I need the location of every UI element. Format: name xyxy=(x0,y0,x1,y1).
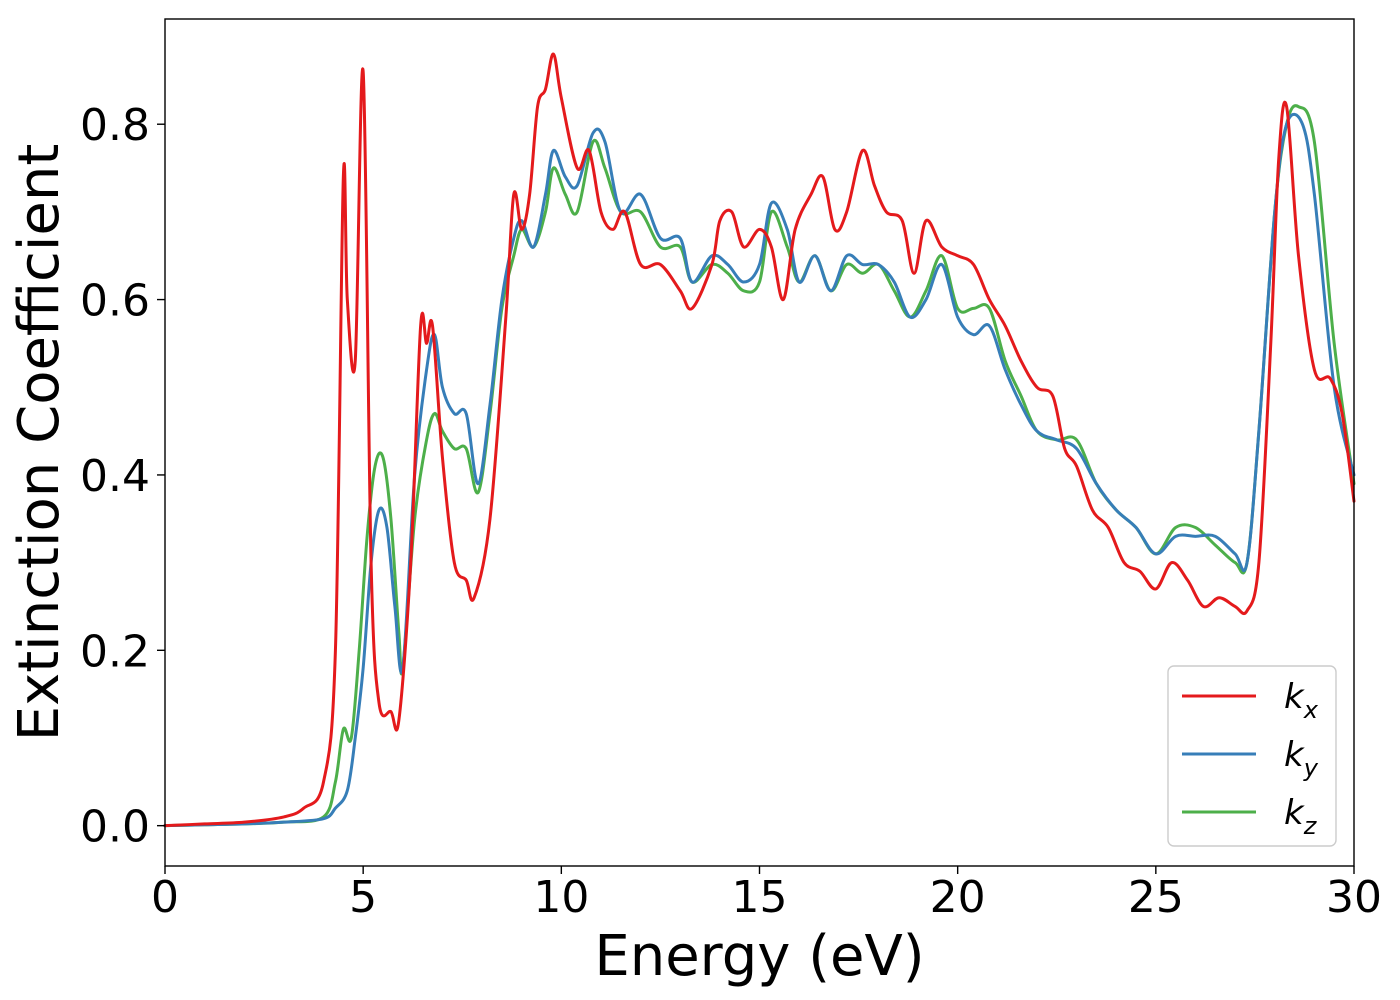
x-tick-label: 5 xyxy=(349,872,377,923)
legend-label-subscript: x xyxy=(1303,696,1319,724)
y-tick-label: 0.8 xyxy=(80,100,150,151)
x-tick-label: 30 xyxy=(1326,872,1382,923)
x-tick-label: 10 xyxy=(533,872,589,923)
x-tick-label: 15 xyxy=(732,872,788,923)
x-tick-label: 25 xyxy=(1128,872,1184,923)
y-tick-label: 0.0 xyxy=(80,802,150,853)
x-axis-label: Energy (eV) xyxy=(594,924,924,989)
legend-label-main: k xyxy=(1284,793,1305,833)
x-axis: 0 5 10 15 20 25 30 xyxy=(151,866,1382,923)
y-tick-label: 0.4 xyxy=(80,451,150,502)
y-axis: 0.0 0.2 0.4 0.6 0.8 xyxy=(80,100,165,853)
series-line-x xyxy=(163,52,1356,828)
y-tick-label: 0.6 xyxy=(80,276,150,327)
plot-lines xyxy=(163,52,1356,828)
legend-label-z: kz xyxy=(1284,793,1318,840)
series-line-y xyxy=(163,112,1356,828)
series-line-z xyxy=(163,104,1356,828)
legend-label-main: k xyxy=(1284,735,1305,775)
legend-label-x: kx xyxy=(1284,677,1319,724)
legend-label-subscript: y xyxy=(1303,754,1319,782)
x-tick-label: 0 xyxy=(151,872,179,923)
legend-label-main: k xyxy=(1284,677,1305,717)
legend-label-y: ky xyxy=(1284,735,1319,782)
y-tick-label: 0.2 xyxy=(80,626,150,677)
legend-label-subscript: z xyxy=(1303,812,1318,840)
legend-box xyxy=(1167,665,1337,847)
y-axis-label: Extinction Coefficient xyxy=(7,144,72,742)
x-tick-label: 20 xyxy=(930,872,986,923)
